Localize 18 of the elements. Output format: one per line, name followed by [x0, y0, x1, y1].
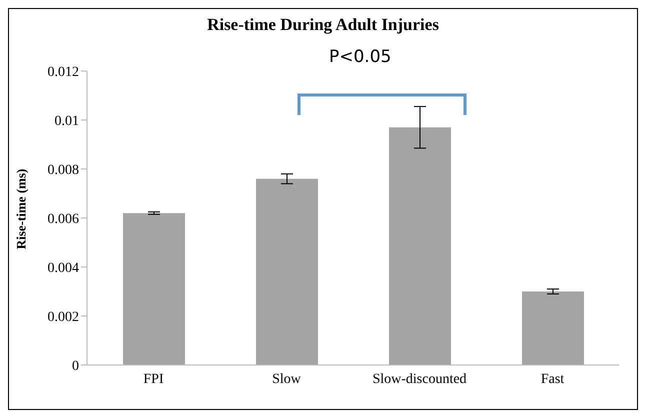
bar — [522, 292, 584, 365]
x-tick-label: Slow-discounted — [372, 372, 467, 387]
x-tick-label: Slow — [272, 372, 302, 387]
x-tick-label: Fast — [540, 372, 564, 387]
y-tick-label: 0.01 — [54, 114, 79, 129]
bar — [389, 127, 451, 365]
y-tick-label: 0.006 — [48, 212, 79, 227]
x-tick-label: FPI — [143, 372, 164, 387]
y-tick-label: 0.012 — [48, 64, 79, 80]
y-tick-label: 0.008 — [48, 162, 79, 178]
bar — [123, 213, 185, 365]
y-tick-label: 0.002 — [48, 310, 79, 325]
chart-title: Rise-time During Adult Injuries — [206, 15, 440, 35]
y-tick-label: 0.004 — [48, 260, 79, 276]
bar — [256, 178, 318, 365]
text: P<0.05 — [329, 47, 392, 67]
y-axis-title: Rise-time (ms) — [13, 168, 29, 250]
y-tick-label: 0 — [72, 358, 79, 374]
